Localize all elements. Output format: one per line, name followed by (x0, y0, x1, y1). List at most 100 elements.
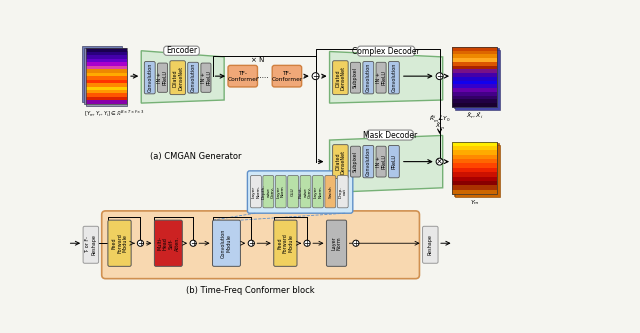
Text: Depth-
wise
Conv.: Depth- wise Conv. (262, 184, 275, 199)
Bar (452, 142, 497, 194)
Bar (452, 47, 497, 107)
FancyBboxPatch shape (333, 145, 348, 178)
Text: GLU: GLU (291, 187, 295, 196)
Text: +: + (353, 239, 359, 248)
Text: +: + (436, 72, 443, 81)
Bar (452, 62, 497, 66)
Text: TF-
Conformer: TF- Conformer (271, 71, 303, 82)
Bar (452, 172, 497, 176)
Circle shape (190, 240, 196, 246)
Text: Convolution: Convolution (392, 63, 396, 92)
FancyBboxPatch shape (164, 46, 199, 55)
FancyBboxPatch shape (250, 175, 261, 208)
Text: Reshape: Reshape (428, 234, 433, 255)
Text: Convolution: Convolution (147, 63, 152, 92)
FancyBboxPatch shape (376, 146, 386, 177)
Text: Mask Decoder: Mask Decoder (363, 131, 417, 140)
FancyBboxPatch shape (422, 226, 438, 263)
Bar (455, 50, 500, 110)
FancyBboxPatch shape (312, 175, 323, 208)
Text: Multi-
Head
Self-
Atten.: Multi- Head Self- Atten. (157, 236, 180, 251)
Text: Convolution: Convolution (366, 63, 371, 92)
Circle shape (248, 240, 254, 246)
Circle shape (353, 240, 359, 246)
Text: IN +
PReLU: IN + PReLU (157, 70, 168, 85)
FancyBboxPatch shape (108, 220, 131, 266)
Text: T- or F-
Reshape: T- or F- Reshape (86, 234, 96, 255)
Bar (452, 164, 497, 168)
FancyBboxPatch shape (326, 220, 347, 266)
Circle shape (312, 73, 319, 80)
Text: Convolution
Module: Convolution Module (221, 228, 232, 258)
Bar (452, 142, 497, 194)
Bar (86, 51, 127, 106)
Bar (86, 94, 127, 97)
Bar (86, 48, 127, 52)
Polygon shape (330, 52, 443, 103)
FancyBboxPatch shape (337, 175, 348, 208)
Text: Encoder: Encoder (166, 46, 197, 55)
Bar (452, 185, 497, 189)
Bar (452, 81, 497, 85)
Bar (86, 87, 127, 90)
Bar (452, 142, 497, 146)
FancyBboxPatch shape (367, 130, 413, 140)
Text: Layer
Norm: Layer Norm (331, 236, 342, 250)
Bar (452, 176, 497, 181)
Text: $\hat{X}_m'$: $\hat{X}_m'$ (435, 121, 445, 132)
Text: Swish: Swish (328, 185, 332, 198)
Bar (452, 181, 497, 185)
Bar (452, 77, 497, 81)
FancyBboxPatch shape (188, 62, 198, 93)
FancyBboxPatch shape (388, 146, 399, 178)
FancyBboxPatch shape (145, 62, 155, 94)
Bar (452, 103, 497, 107)
FancyBboxPatch shape (212, 220, 241, 266)
Bar (452, 100, 497, 103)
Text: Subpixel: Subpixel (353, 67, 358, 88)
Bar (452, 54, 497, 58)
Bar (452, 150, 497, 155)
FancyBboxPatch shape (275, 175, 286, 208)
Text: $[Y_m, Y_r, Y_i] \in \mathbb{R}^{B\times T\times F\times 3}$: $[Y_m, Y_r, Y_i] \in \mathbb{R}^{B\times… (84, 109, 145, 119)
Text: IN +
PReLU: IN + PReLU (200, 70, 211, 85)
Bar (452, 51, 497, 54)
FancyBboxPatch shape (376, 62, 386, 93)
FancyBboxPatch shape (154, 220, 182, 266)
Bar (452, 146, 497, 150)
Bar (86, 52, 127, 55)
Bar (452, 159, 497, 164)
Text: TF-
Conformer: TF- Conformer (227, 71, 259, 82)
Text: Feed
Forward
Module: Feed Forward Module (277, 233, 294, 253)
Bar (452, 85, 497, 88)
FancyBboxPatch shape (358, 46, 415, 56)
Circle shape (304, 240, 310, 246)
Bar (86, 48, 127, 104)
Bar (86, 62, 127, 66)
Text: (b) Time-Freq Conformer block: (b) Time-Freq Conformer block (186, 286, 315, 295)
FancyBboxPatch shape (300, 175, 311, 208)
FancyBboxPatch shape (351, 62, 360, 93)
Text: Drop-
out: Drop- out (339, 186, 347, 197)
FancyBboxPatch shape (248, 171, 353, 213)
Text: $\hat{X}_r, \hat{X}_i$: $\hat{X}_r, \hat{X}_i$ (466, 111, 483, 122)
Text: ×: × (436, 157, 443, 166)
FancyBboxPatch shape (170, 61, 186, 95)
Text: ......: ...... (255, 73, 269, 79)
Text: Dilated
DenseNet: Dilated DenseNet (335, 66, 346, 90)
Bar (86, 90, 127, 94)
Text: IN +
PReLU: IN + PReLU (376, 154, 387, 169)
Bar (452, 73, 497, 77)
Polygon shape (330, 136, 443, 192)
Text: Layer
Norm.: Layer Norm. (252, 185, 260, 198)
Text: Complex Decoder: Complex Decoder (352, 47, 420, 56)
Bar (86, 101, 127, 104)
FancyBboxPatch shape (388, 62, 399, 94)
Bar (452, 168, 497, 172)
Bar (452, 155, 497, 159)
Bar (452, 47, 497, 107)
Text: Dilated
DenseNet: Dilated DenseNet (335, 150, 346, 174)
Text: +: + (303, 239, 310, 248)
FancyBboxPatch shape (83, 226, 99, 263)
FancyBboxPatch shape (157, 63, 168, 92)
